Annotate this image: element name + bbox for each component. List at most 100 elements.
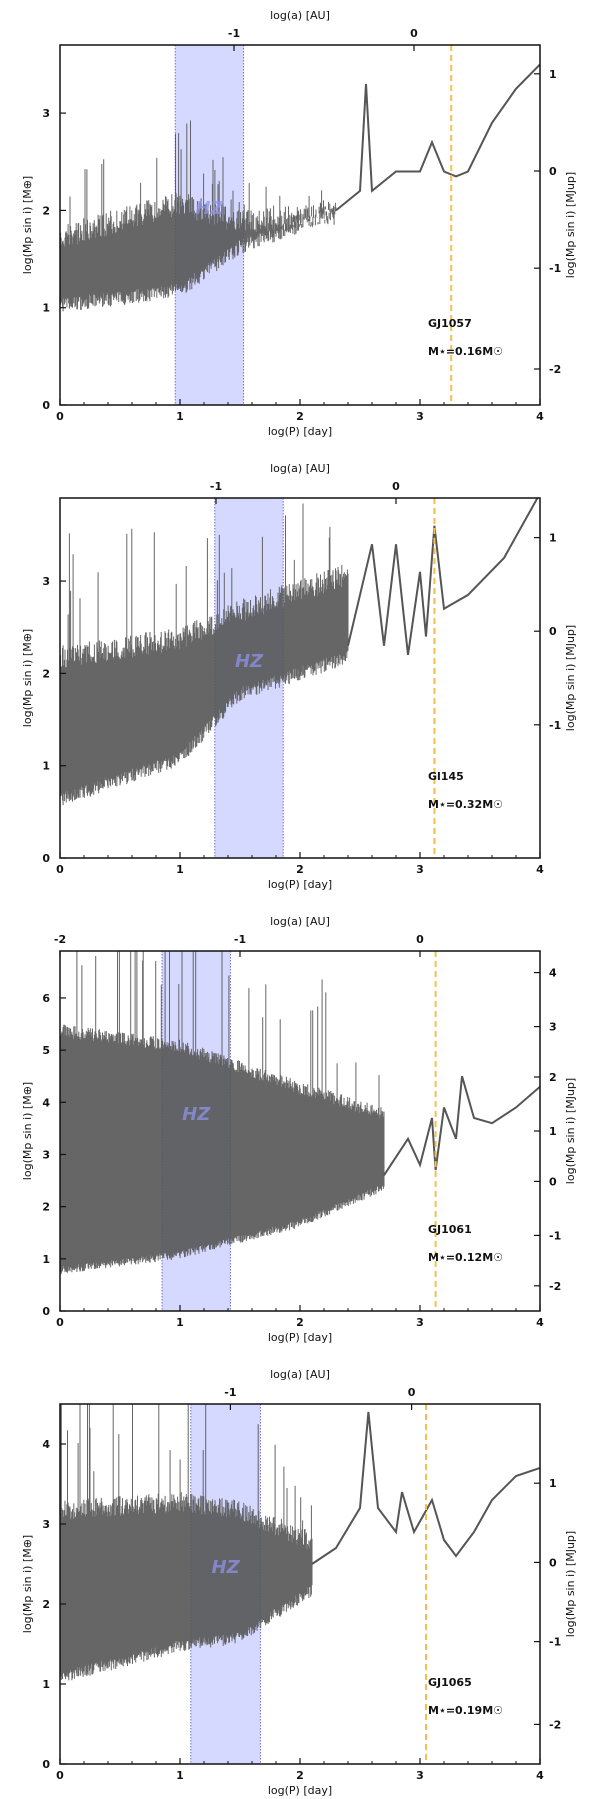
top-axis-label: log(a) [AU] (270, 915, 330, 928)
noise-band (60, 951, 385, 1274)
right-tick-label: 3 (549, 1021, 557, 1034)
y-axis-label-right: log(Mp sin i) [MJup] (564, 1531, 577, 1637)
star-name: GJ1057 (428, 317, 472, 330)
x-axis-label: log(P) [day] (268, 1784, 332, 1797)
y-tick-label: 1 (42, 302, 50, 315)
top-tick-label: 0 (416, 933, 424, 946)
right-tick-label: -1 (549, 1636, 561, 1649)
star-mass: M⋆=0.19M☉ (428, 1704, 503, 1717)
right-tick-label: 0 (549, 1556, 557, 1569)
x-tick-label: 3 (416, 1316, 424, 1329)
y-tick-label: 4 (42, 1096, 50, 1109)
x-tick-label: 2 (296, 1769, 304, 1782)
top-axis-label: log(a) [AU] (270, 1368, 330, 1381)
y-tick-label: 0 (42, 399, 50, 412)
y-tick-label: 3 (42, 1518, 50, 1531)
y-tick-label: 0 (42, 1305, 50, 1318)
x-tick-label: 3 (416, 410, 424, 423)
sensitivity-curve (347, 498, 539, 656)
top-tick-label: -1 (228, 27, 240, 40)
star-name: GJ1065 (428, 1676, 472, 1689)
star-mass: M⋆=0.32M☉ (428, 798, 503, 811)
y-axis-label-right: log(Mp sin i) [MJup] (564, 172, 577, 278)
noise-band (60, 1404, 313, 1681)
noise-band-path (60, 1404, 313, 1681)
x-tick-label: 0 (56, 1316, 64, 1329)
x-tick-label: 4 (536, 863, 544, 876)
right-tick-label: 1 (549, 532, 557, 545)
top-axis-label: log(a) [AU] (270, 462, 330, 475)
top-tick-label: 0 (410, 27, 418, 40)
x-tick-label: 1 (176, 410, 184, 423)
hz-label: HZ (235, 651, 264, 672)
x-tick-label: 3 (416, 863, 424, 876)
x-tick-label: 0 (56, 410, 64, 423)
right-tick-label: -1 (549, 719, 561, 732)
noise-band-path (60, 120, 337, 312)
right-tick-label: -2 (549, 363, 561, 376)
y-axis-label-left: log(Mp sin i) [M⊕] (21, 176, 34, 274)
hz-label: HZ (182, 1104, 211, 1125)
x-tick-label: 1 (176, 863, 184, 876)
y-tick-label: 4 (42, 1438, 50, 1451)
hz-label: HZ (212, 1557, 241, 1578)
sensitivity-curve (383, 1075, 540, 1176)
hz-label: HZ (195, 198, 224, 219)
x-tick-label: 4 (536, 410, 544, 423)
noise-band-path (60, 951, 385, 1274)
right-tick-label: 0 (549, 625, 557, 638)
y-tick-label: 1 (42, 760, 50, 773)
y-tick-label: 3 (42, 107, 50, 120)
sensitivity-curve (335, 63, 540, 212)
right-tick-label: 1 (549, 68, 557, 81)
chart-panel-gj1065: 0 1 2 3 4 0 1 2 3 4 -2 -1 0 1 -1 0 log(a) [AU] log(P) [da… (21, 1368, 577, 1797)
top-tick-label: 0 (392, 480, 400, 493)
top-tick-label: -1 (224, 1386, 236, 1399)
x-tick-label: 4 (536, 1769, 544, 1782)
right-tick-label: -2 (549, 1280, 561, 1293)
noise-band-path (60, 503, 349, 806)
right-tick-label: -1 (549, 262, 561, 275)
y-tick-label: 2 (42, 1598, 50, 1611)
x-tick-label: 2 (296, 863, 304, 876)
y-tick-label: 3 (42, 1148, 50, 1161)
x-tick-label: 0 (56, 863, 64, 876)
y-axis-label-left: log(Mp sin i) [M⊕] (21, 629, 34, 727)
x-tick-label: 1 (176, 1769, 184, 1782)
y-axis-label-right: log(Mp sin i) [MJup] (564, 625, 577, 731)
top-tick-label: -1 (210, 480, 222, 493)
right-tick-label: -1 (549, 1229, 561, 1242)
y-axis-label-left: log(Mp sin i) [M⊕] (21, 1082, 34, 1180)
y-tick-label: 0 (42, 1758, 50, 1771)
y-tick-label: 2 (42, 204, 50, 217)
chart-panel-gj1057: 0 1 2 3 4 0 1 2 3 -2 -1 0 1 -1 0 log(a) [AU] log(P) [day… (21, 9, 577, 438)
right-tick-label: 0 (549, 165, 557, 178)
right-tick-label: 1 (549, 1125, 557, 1138)
right-tick-label: 0 (549, 1175, 557, 1188)
y-tick-label: 1 (42, 1253, 50, 1266)
y-tick-label: 5 (42, 1044, 50, 1057)
right-tick-label: 4 (549, 967, 557, 980)
chart-panel-gj1061: 0 1 2 3 4 0 1 2 3 4 5 6 -2 -1 0 1 2 3 4 -2 -1 0 log(a) [AU] log… (21, 915, 577, 1344)
right-tick-label: 2 (549, 1071, 557, 1084)
top-axis-label: log(a) [AU] (270, 9, 330, 22)
top-tick-label: -1 (234, 933, 246, 946)
chart-panel-gl145: 0 1 2 3 4 0 1 2 3 -1 0 1 -1 0 log(a) [AU] log(P) [day] l… (21, 462, 577, 891)
x-axis-label: log(P) [day] (268, 425, 332, 438)
y-tick-label: 3 (42, 575, 50, 588)
y-axis-label-left: log(Mp sin i) [M⊕] (21, 1535, 34, 1633)
star-mass: M⋆=0.12M☉ (428, 1251, 503, 1264)
sensitivity-curve (311, 1411, 540, 1565)
star-name: Gl145 (428, 770, 464, 783)
y-axis-label-right: log(Mp sin i) [MJup] (564, 1078, 577, 1184)
x-tick-label: 2 (296, 1316, 304, 1329)
x-axis-label: log(P) [day] (268, 1331, 332, 1344)
x-axis-label: log(P) [day] (268, 878, 332, 891)
noise-band (60, 503, 349, 806)
noise-band (60, 120, 337, 312)
star-name: GJ1061 (428, 1223, 472, 1236)
x-tick-label: 3 (416, 1769, 424, 1782)
y-tick-label: 2 (42, 667, 50, 680)
right-tick-label: -2 (549, 1718, 561, 1731)
